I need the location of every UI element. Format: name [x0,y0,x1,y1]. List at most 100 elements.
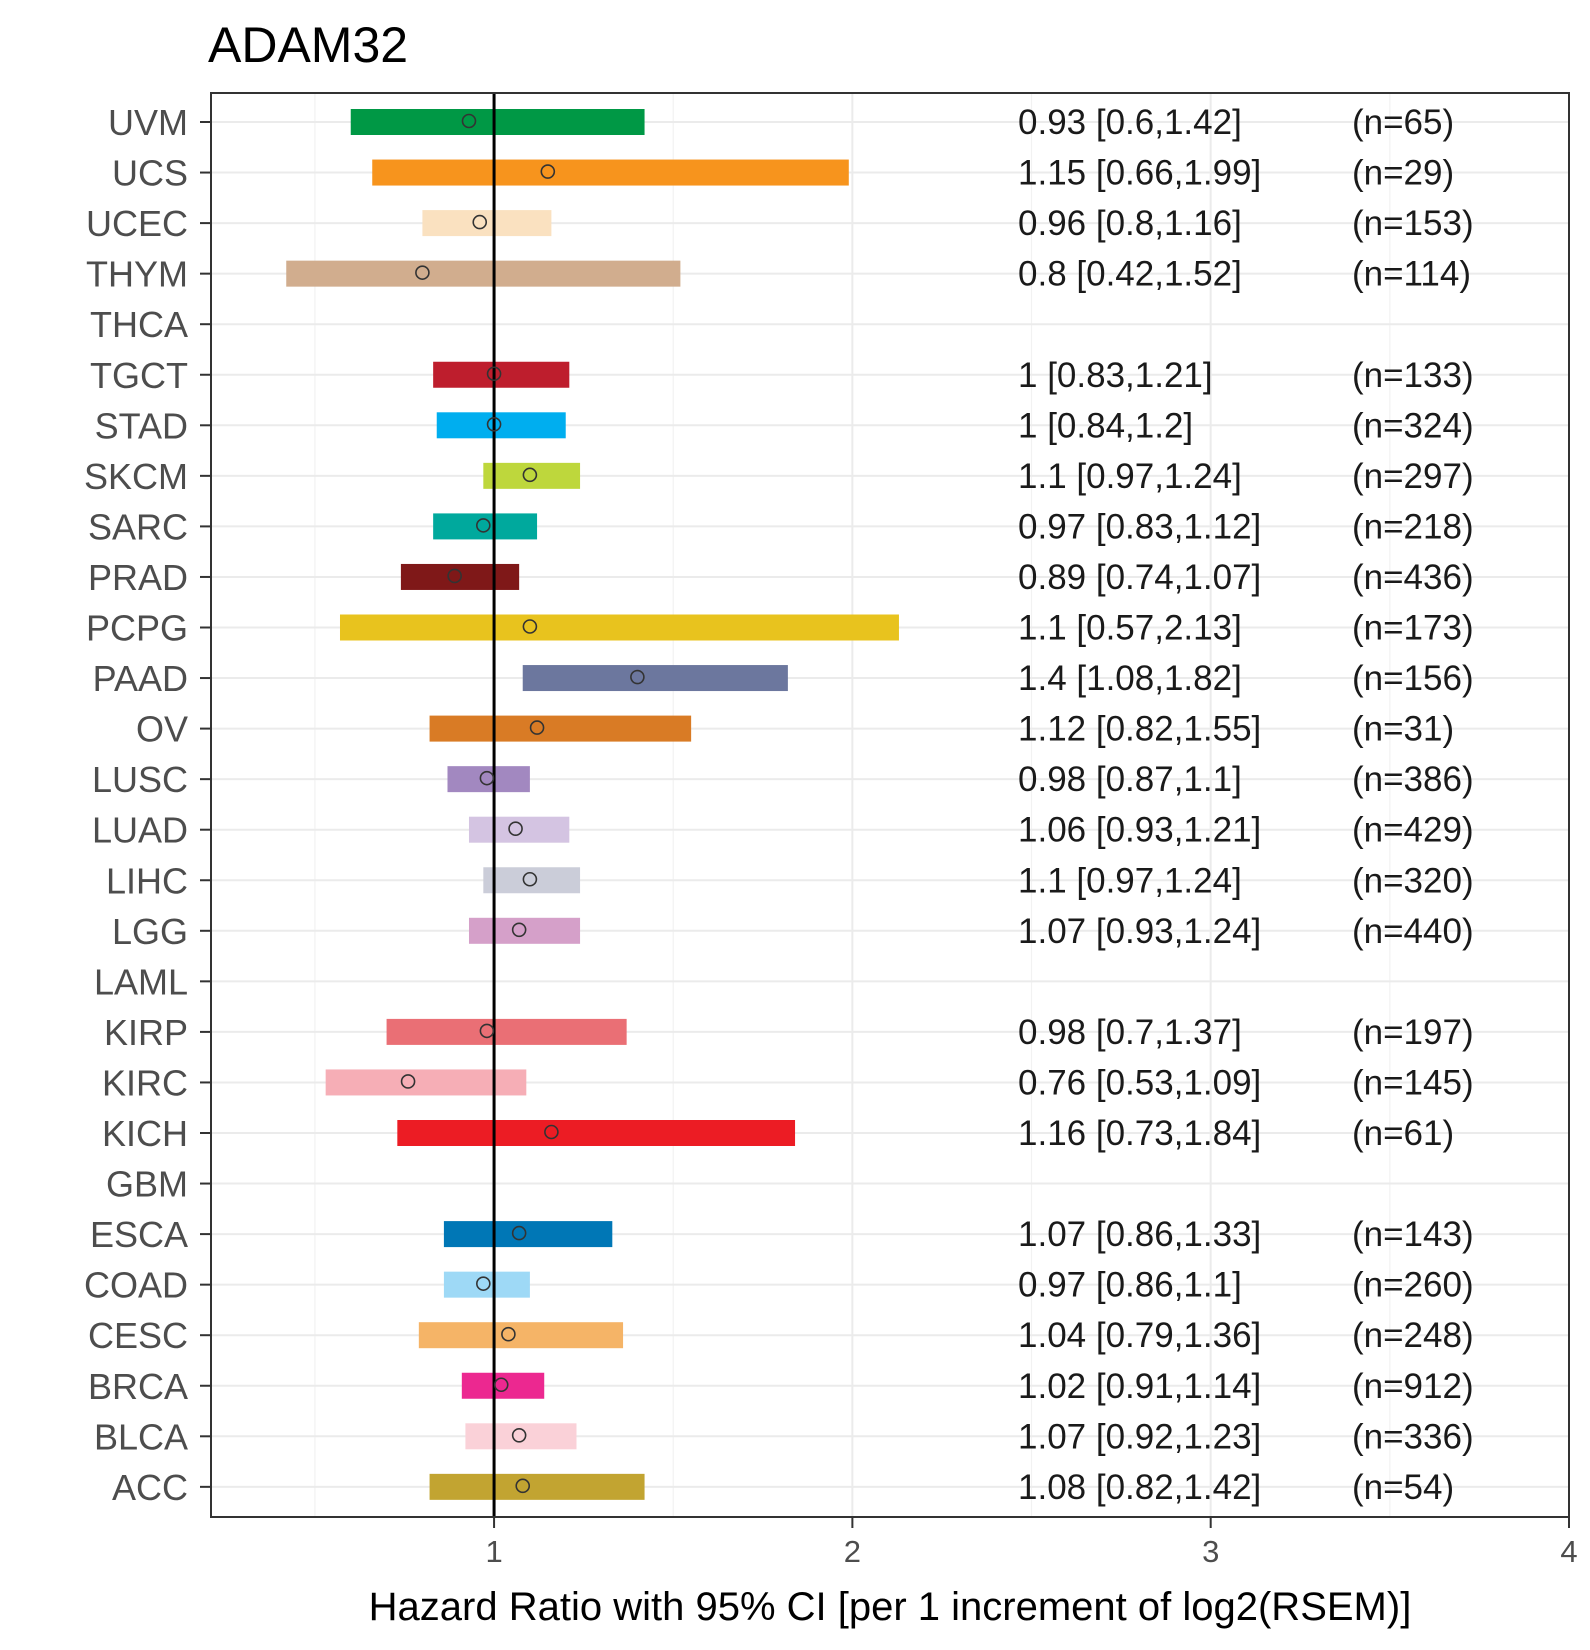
hr-ci-text-kirc: 0.76 [0.53,1.09] [1018,1063,1261,1102]
x-tick-label-1: 1 [485,1534,502,1569]
row-annotations: 0.93 [0.6,1.42] (n=65) 1.15 [0.66,1.99] (n=… [1018,103,1474,1507]
hr-point-ov [529,720,545,735]
hr-ci-text-lihc: 1.1 [0.97,1.24] [1018,861,1242,900]
y-axis-labels: UVM UCS UCEC THYM THCA TGCT STAD SKCM SARC PRAD PC… [84,102,211,1508]
ci-bar-uvm [350,109,645,135]
y-label-acc: ACC [112,1467,188,1508]
ci-bar-prad [400,563,520,590]
ci-bar-kirp [386,1018,627,1045]
y-label-prad: PRAD [88,557,188,598]
ci-bar-lihc [483,867,581,894]
y-label-kich: KICH [102,1113,188,1154]
y-label-brca: BRCA [88,1366,188,1407]
hr-point-pcpg [522,619,538,634]
n-text-thym: (n=114) [1352,255,1471,294]
n-text-kich: (n=61) [1352,1114,1454,1153]
n-text-luad: (n=429) [1352,811,1474,850]
y-label-sarc: SARC [88,506,188,547]
n-text-blca: (n=336) [1352,1417,1474,1456]
ci-bar-ucs [372,159,849,186]
hr-point-acc [515,1478,531,1494]
ci-bar-esca [443,1221,613,1248]
chart-title: ADAM32 [208,17,408,73]
y-label-tgct: TGCT [90,355,188,396]
y-label-skcm: SKCM [84,456,188,497]
y-label-lusc: LUSC [92,759,188,800]
hr-point-uvm [461,113,477,129]
y-label-thca: THCA [90,304,188,345]
ci-bar-thym [286,260,681,287]
n-text-lgg: (n=440) [1352,912,1474,951]
hr-point-ucs [540,164,556,179]
n-text-esca: (n=143) [1352,1215,1474,1254]
hr-point-skcm [522,467,538,483]
y-label-thym: THYM [86,254,188,295]
n-text-stad: (n=324) [1352,406,1474,445]
n-text-uvm: (n=65) [1352,103,1454,142]
hr-ci-text-prad: 0.89 [0.74,1.07] [1018,558,1261,597]
hr-point-thym [415,265,430,280]
hr-ci-text-ucs: 1.15 [0.66,1.99] [1018,154,1261,193]
n-text-ov: (n=31) [1352,710,1454,749]
hr-ci-text-sarc: 0.97 [0.83,1.12] [1018,507,1261,546]
y-label-cesc: CESC [88,1315,188,1356]
ci-bars [286,109,899,1500]
y-label-paad: PAAD [93,658,188,699]
y-label-coad: COAD [84,1265,188,1306]
hr-point-lusc [479,770,495,786]
ci-bar-acc [429,1473,645,1500]
ci-bar-pcpg [339,614,899,641]
y-label-gbm: GBM [106,1164,188,1205]
hr-ci-text-ucec: 0.96 [0.8,1.16] [1018,204,1242,243]
n-text-sarc: (n=218) [1352,507,1474,546]
ci-bar-paad [522,665,788,692]
hr-ci-text-acc: 1.08 [0.82,1.42] [1018,1468,1261,1507]
y-label-ov: OV [136,709,188,750]
y-label-stad: STAD [95,405,188,446]
hr-ci-text-brca: 1.02 [0.91,1.14] [1018,1367,1261,1406]
hr-ci-text-kirp: 0.98 [0.7,1.37] [1018,1013,1242,1052]
hr-ci-text-luad: 1.06 [0.93,1.21] [1018,811,1261,850]
ci-bar-sarc [433,513,538,540]
x-tick-label-3: 3 [1202,1534,1219,1569]
ci-bar-ov [429,715,692,742]
hr-ci-text-pcpg: 1.1 [0.57,2.13] [1018,609,1242,648]
hr-point-brca [493,1377,509,1393]
n-text-pcpg: (n=173) [1352,609,1474,648]
n-text-tgct: (n=133) [1352,356,1474,395]
y-label-ucec: UCEC [86,203,188,244]
hr-ci-text-kich: 1.16 [0.73,1.84] [1018,1114,1261,1153]
ci-bar-kirc [325,1069,527,1096]
n-text-kirp: (n=197) [1352,1013,1474,1052]
hr-point-stad [486,416,502,432]
panel-border [210,92,1570,1518]
n-text-ucec: (n=153) [1352,204,1474,243]
hr-ci-text-lusc: 0.98 [0.87,1.1] [1018,760,1242,799]
hr-ci-text-uvm: 0.93 [0.6,1.42] [1018,103,1242,142]
x-axis: 1 2 3 4 [485,1517,1578,1569]
y-label-blca: BLCA [94,1416,188,1457]
hr-point-cesc [501,1326,516,1342]
ci-bar-lusc [447,766,530,793]
ci-bar-brca [461,1372,545,1399]
hr-point-sarc [476,518,491,533]
hr-ci-text-blca: 1.07 [0.92,1.23] [1018,1417,1261,1456]
hr-ci-text-skcm: 1.1 [0.97,1.24] [1018,457,1242,496]
y-label-kirp: KIRP [104,1012,188,1053]
y-label-lgg: LGG [112,911,188,952]
n-text-coad: (n=260) [1352,1266,1474,1305]
x-tick-label-2: 2 [844,1534,861,1569]
hr-point-coad [476,1276,491,1291]
hr-point-paad [630,669,645,685]
ci-bar-lgg [468,917,581,944]
hr-ci-text-ov: 1.12 [0.82,1.55] [1018,710,1261,749]
y-label-uvm: UVM [108,102,188,143]
hr-ci-text-paad: 1.4 [1.08,1.82] [1018,659,1242,698]
y-label-kirc: KIRC [102,1062,188,1103]
y-label-esca: ESCA [90,1214,188,1255]
hr-ci-text-thym: 0.8 [0.42,1.52] [1018,255,1242,294]
hr-point-tgct [486,366,502,382]
hr-ci-text-stad: 1 [0.84,1.2] [1018,406,1193,445]
hr-point-blca [511,1428,527,1443]
